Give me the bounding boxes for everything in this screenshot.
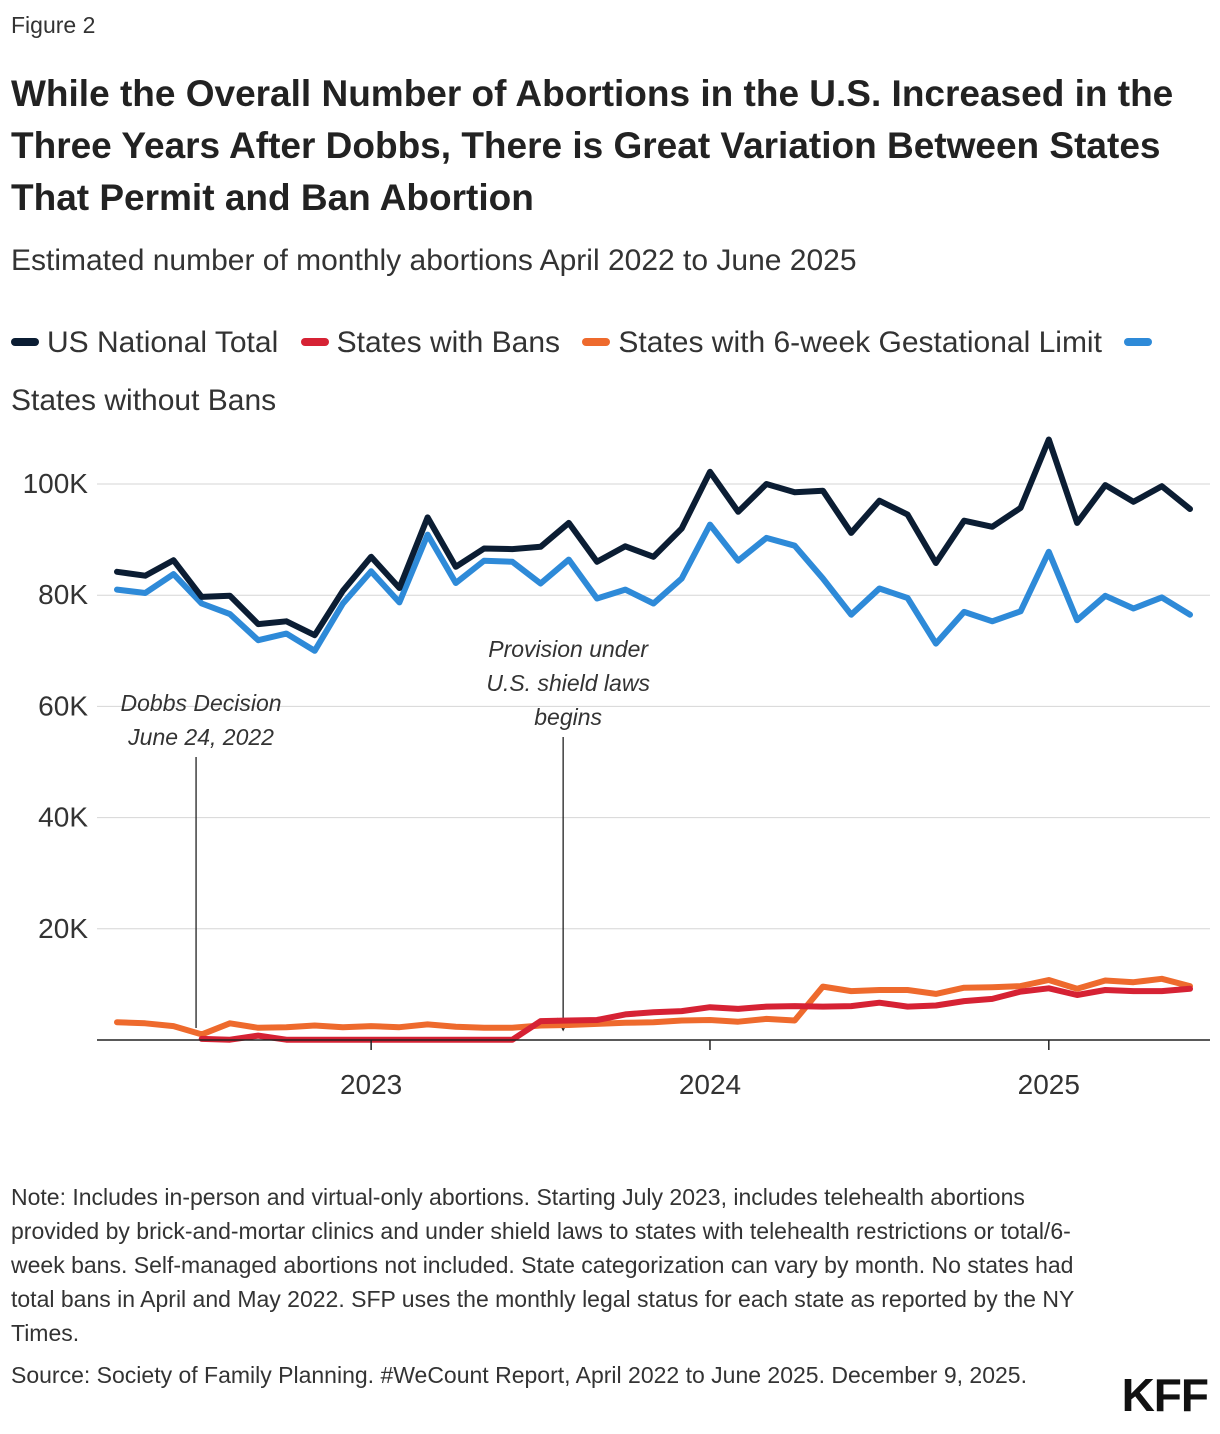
series-line-us-national-total (114, 436, 1193, 639)
legend-swatch (11, 338, 39, 347)
legend-label: States without Bans (11, 384, 277, 417)
gridlines (97, 483, 1210, 930)
annotation-text: Dobbs Decision (121, 690, 282, 716)
kff-logo: KFF (1121, 1369, 1209, 1421)
annotation-text: June 24, 2022 (127, 724, 274, 750)
legend-item-states-with-bans[interactable]: States with Bans (300, 326, 561, 359)
y-tick-label: 40K (38, 802, 88, 833)
legend-item-six-week-limit[interactable]: States with 6-week Gestational Limit (582, 326, 1102, 359)
chart-legend: US National Total States with Bans State… (11, 314, 1211, 430)
legend-label: States with Bans (336, 326, 561, 359)
y-tick-label: 60K (38, 690, 88, 721)
legend-label: US National Total (47, 326, 279, 359)
series-line-states-with-6-week-gestational-limit (114, 975, 1193, 1038)
legend-swatch (582, 338, 611, 347)
chart-title: While the Overall Number of Abortions in… (11, 73, 1174, 218)
y-tick-label: 20K (38, 913, 88, 944)
x-tick-label: 2023 (340, 1069, 402, 1100)
line-chart: Dobbs Decision June 24, 2022 Provision und… (23, 436, 1210, 1100)
chart-source: Source: Society of Family Planning. #WeC… (11, 1362, 1027, 1388)
series-line-states-with-bans (198, 985, 1193, 1043)
annotation-text: Provision under (488, 636, 649, 662)
y-tick-label: 80K (38, 579, 88, 610)
legend-swatch (300, 338, 329, 347)
legend-swatch (1124, 338, 1153, 347)
legend-item-states-without-bans[interactable]: States without Bans (11, 326, 1160, 417)
series-line-states-without-bans (114, 521, 1193, 654)
figure-label: Figure 2 (11, 12, 96, 38)
chart-subtitle: Estimated number of monthly abortions Ap… (11, 244, 857, 277)
chart-note: Note: Includes in-person and virtual-onl… (11, 1184, 1074, 1346)
series-lines (114, 436, 1193, 1043)
y-tick-label: 100K (23, 468, 89, 499)
legend-item-us-total[interactable]: US National Total (11, 326, 278, 359)
legend-label: States with 6-week Gestational Limit (618, 326, 1102, 359)
axes: 20K 40K 60K 80K 100K 2023 2024 2025 (23, 468, 1210, 1100)
annotations: Dobbs Decision June 24, 2022 Provision und… (121, 636, 650, 1032)
x-tick-label: 2025 (1018, 1069, 1080, 1100)
annotation-text: U.S. shield laws (486, 670, 650, 696)
x-tick-label: 2024 (679, 1069, 741, 1100)
annotation-text: begins (534, 704, 602, 730)
